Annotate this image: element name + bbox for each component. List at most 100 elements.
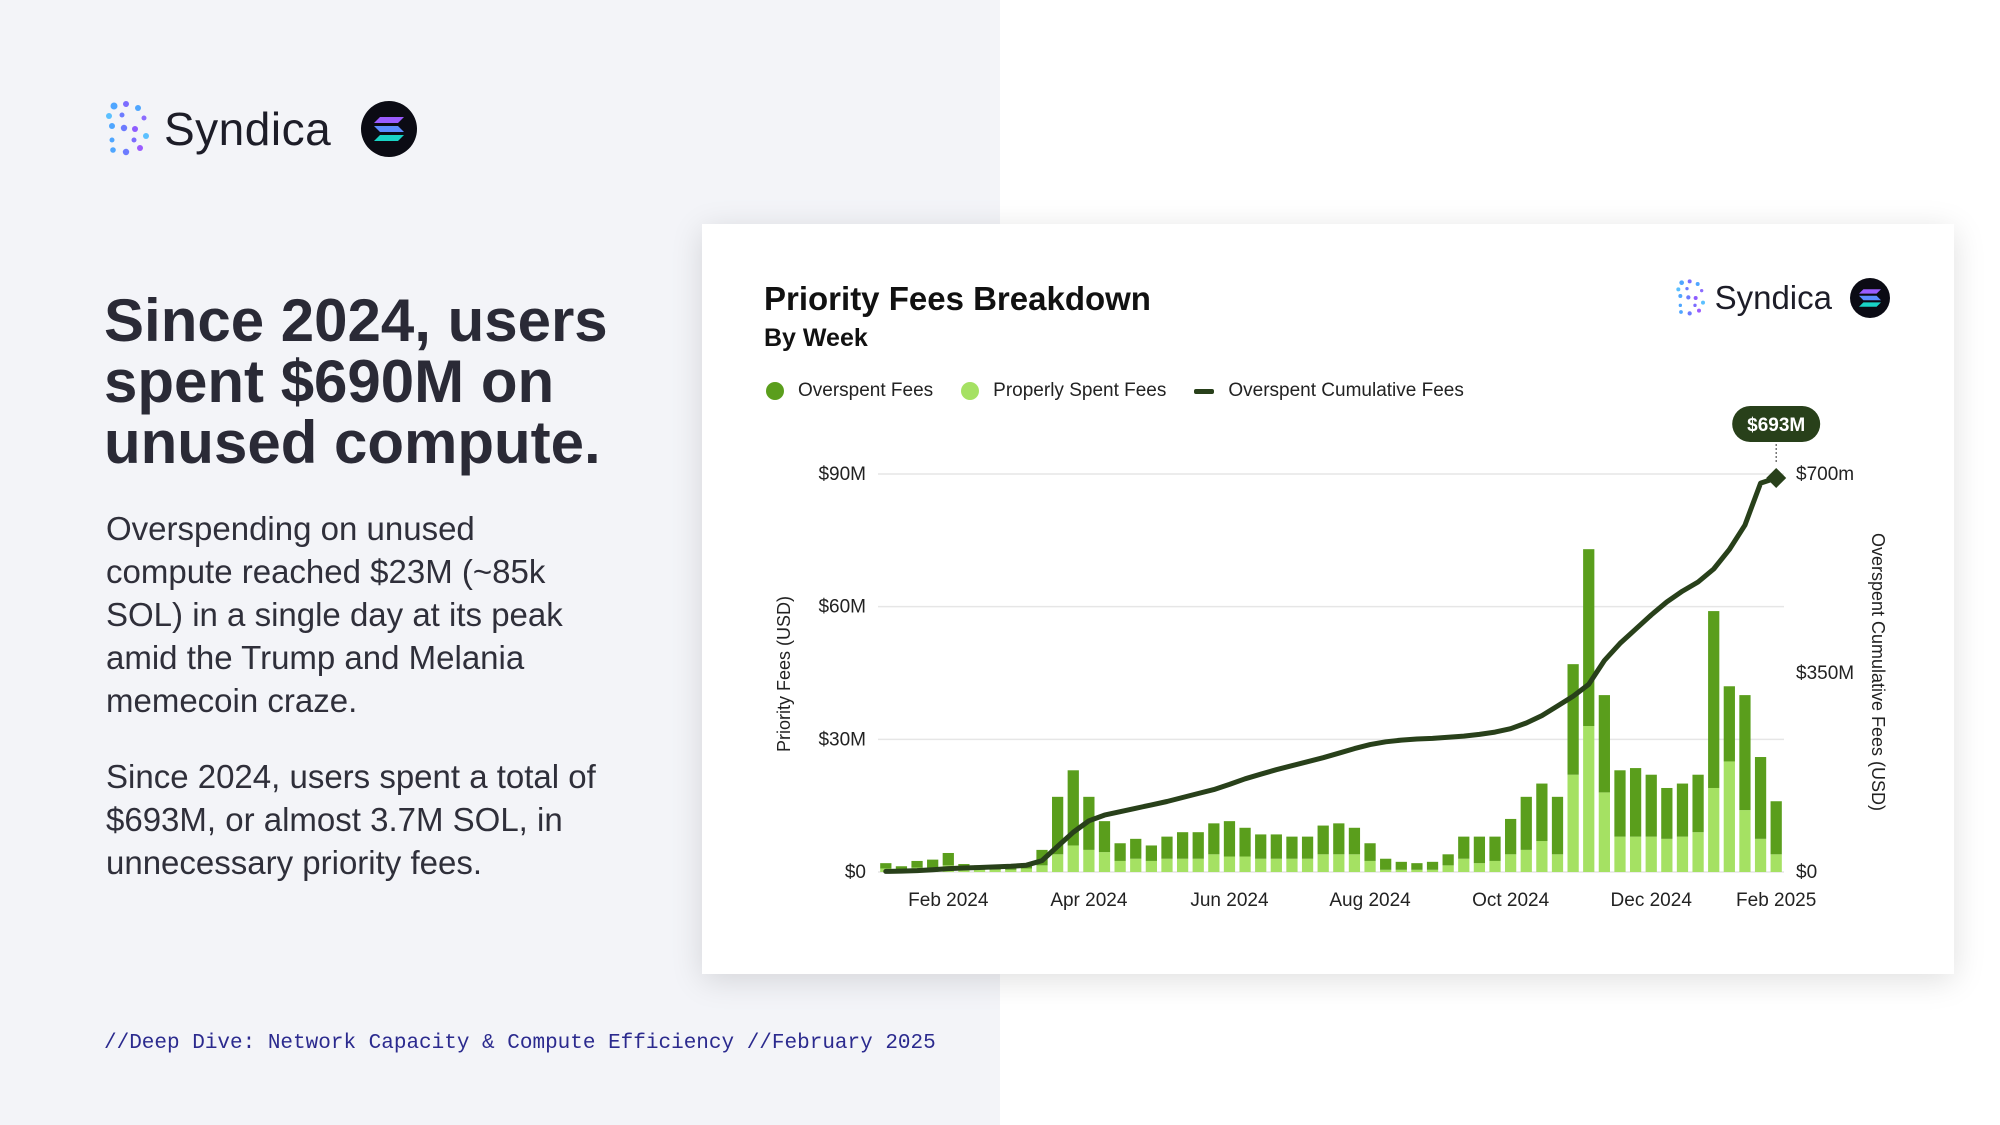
peak-paragraph: Overspending on unused compute reached $… [106,510,563,719]
bar-properly-spent [1739,810,1751,872]
card-brand: Syndica [1675,278,1890,318]
bar-overspent [1161,836,1173,859]
total-paragraph: Since 2024, users spent a total of $693M… [106,758,596,881]
bar-properly-spent [1770,854,1782,872]
bar-overspent [1223,821,1236,857]
bar-overspent [1255,834,1267,859]
bar-overspent [1692,774,1704,833]
y-tick-label: $90M [818,464,866,485]
solana-logo-icon [361,101,418,157]
bar-properly-spent [1505,854,1517,872]
bar-overspent [1052,796,1064,855]
chart-card: Priority Fees Breakdown By Week Syndica … [702,224,1954,974]
bar-overspent [1629,768,1642,837]
bar-properly-spent [1348,854,1361,872]
bar-overspent [1145,845,1157,861]
bar-properly-spent [1380,869,1392,872]
bar-properly-spent [1130,858,1142,872]
bar-properly-spent [1255,858,1267,872]
bar-overspent [1505,818,1517,855]
legend-swatch-cumulative [1194,388,1215,394]
bar-overspent [1661,787,1673,839]
bar-properly-spent [989,869,1001,872]
bar-overspent [1645,774,1657,837]
bar-properly-spent [1551,854,1564,872]
legend-item-cumulative[interactable]: Overspent Cumulative Fees [1194,380,1464,402]
legend-label-overspent: Overspent Fees [798,380,934,401]
bar-overspent [1614,770,1626,837]
x-tick-label: Jun 2024 [1190,890,1269,911]
bar-overspent [1114,843,1126,861]
bar-properly-spent [1629,836,1642,872]
bar-overspent [1426,861,1439,870]
bar-properly-spent [1020,868,1033,872]
bar-overspent [880,863,892,869]
bar-overspent [1520,796,1532,850]
bar-properly-spent [1661,838,1673,872]
bar-properly-spent [1005,869,1017,872]
y2-tick-label: $0 [1796,862,1817,883]
cumulative-end-marker [1766,467,1787,488]
bar-properly-spent [1426,869,1439,872]
solana-logo-icon [1850,278,1890,318]
y2-tick-label: $700m [1796,464,1854,485]
card-brand-name: Syndica [1714,279,1832,316]
legend-swatch-properly-spent [961,382,980,400]
bar-properly-spent [1176,858,1189,872]
bar-properly-spent [1286,858,1298,872]
bar-properly-spent [1317,854,1329,872]
cumulative-fees-line [883,475,1779,874]
x-tick-label: Feb 2025 [1736,890,1816,911]
y-tick-label: $30M [818,729,866,750]
bar-overspent [1176,832,1189,859]
legend-item-properly-spent[interactable]: Properly Spent Fees [961,380,1166,402]
x-tick-label: Oct 2024 [1472,890,1550,911]
bar-overspent [942,852,954,866]
bar-properly-spent [1520,849,1532,872]
bar-properly-spent [1067,845,1079,872]
bar-overspent [1130,838,1142,859]
bar-overspent [1708,611,1720,788]
bar-properly-spent [1098,852,1111,872]
bar-overspent [1723,686,1735,762]
bar-overspent [1380,858,1392,870]
bar-overspent [1583,549,1595,727]
annotation-label: $693M [1747,415,1805,436]
syndica-logo-icon [1675,279,1705,316]
legend-item-overspent[interactable]: Overspent Fees [766,380,933,402]
bar-overspent [1676,783,1689,837]
x-tick-label: Apr 2024 [1050,890,1128,911]
bar-properly-spent [1301,858,1314,872]
bar-overspent [1301,836,1314,859]
bar-overspent [1067,770,1079,846]
x-tick-label: Aug 2024 [1329,890,1411,911]
legend-swatch-overspent [766,382,784,400]
chart-plot: $693M $0 $30M $60M $90M $0 $350M $700m Feb 2024… [774,405,1888,911]
axis-ticks: $0 $30M $60M $90M $0 $350M $700m Feb 2024 Apr 20… [818,464,1854,911]
bar-properly-spent [1239,856,1251,872]
syndica-logo-icon [106,101,149,156]
bar-properly-spent [1458,858,1470,872]
bar-properly-spent [1583,726,1595,872]
y2-axis-title: Overspent Cumulative Fees (USD) [1868,533,1888,811]
bar-overspent [1317,825,1329,855]
bar-overspent [1567,664,1579,775]
bar-properly-spent [1598,792,1610,872]
bar-properly-spent [1645,836,1657,872]
bar-overspent [1333,823,1345,855]
bar-properly-spent [1208,854,1220,872]
bar-properly-spent [1723,761,1735,872]
bar-properly-spent [1192,858,1204,872]
bar-overspent [911,860,923,868]
bar-properly-spent [1145,860,1157,872]
bar-properly-spent [1364,860,1376,872]
bar-properly-spent [1036,865,1048,872]
bar-overspent [1395,861,1407,870]
bar-overspent [1192,832,1204,859]
bar-properly-spent [1270,858,1282,872]
bar-overspent [1458,836,1470,859]
y-tick-label: $0 [845,862,866,883]
bar-overspent [1536,783,1548,842]
bar-properly-spent [1161,858,1173,872]
bar-overspent [1286,836,1298,859]
